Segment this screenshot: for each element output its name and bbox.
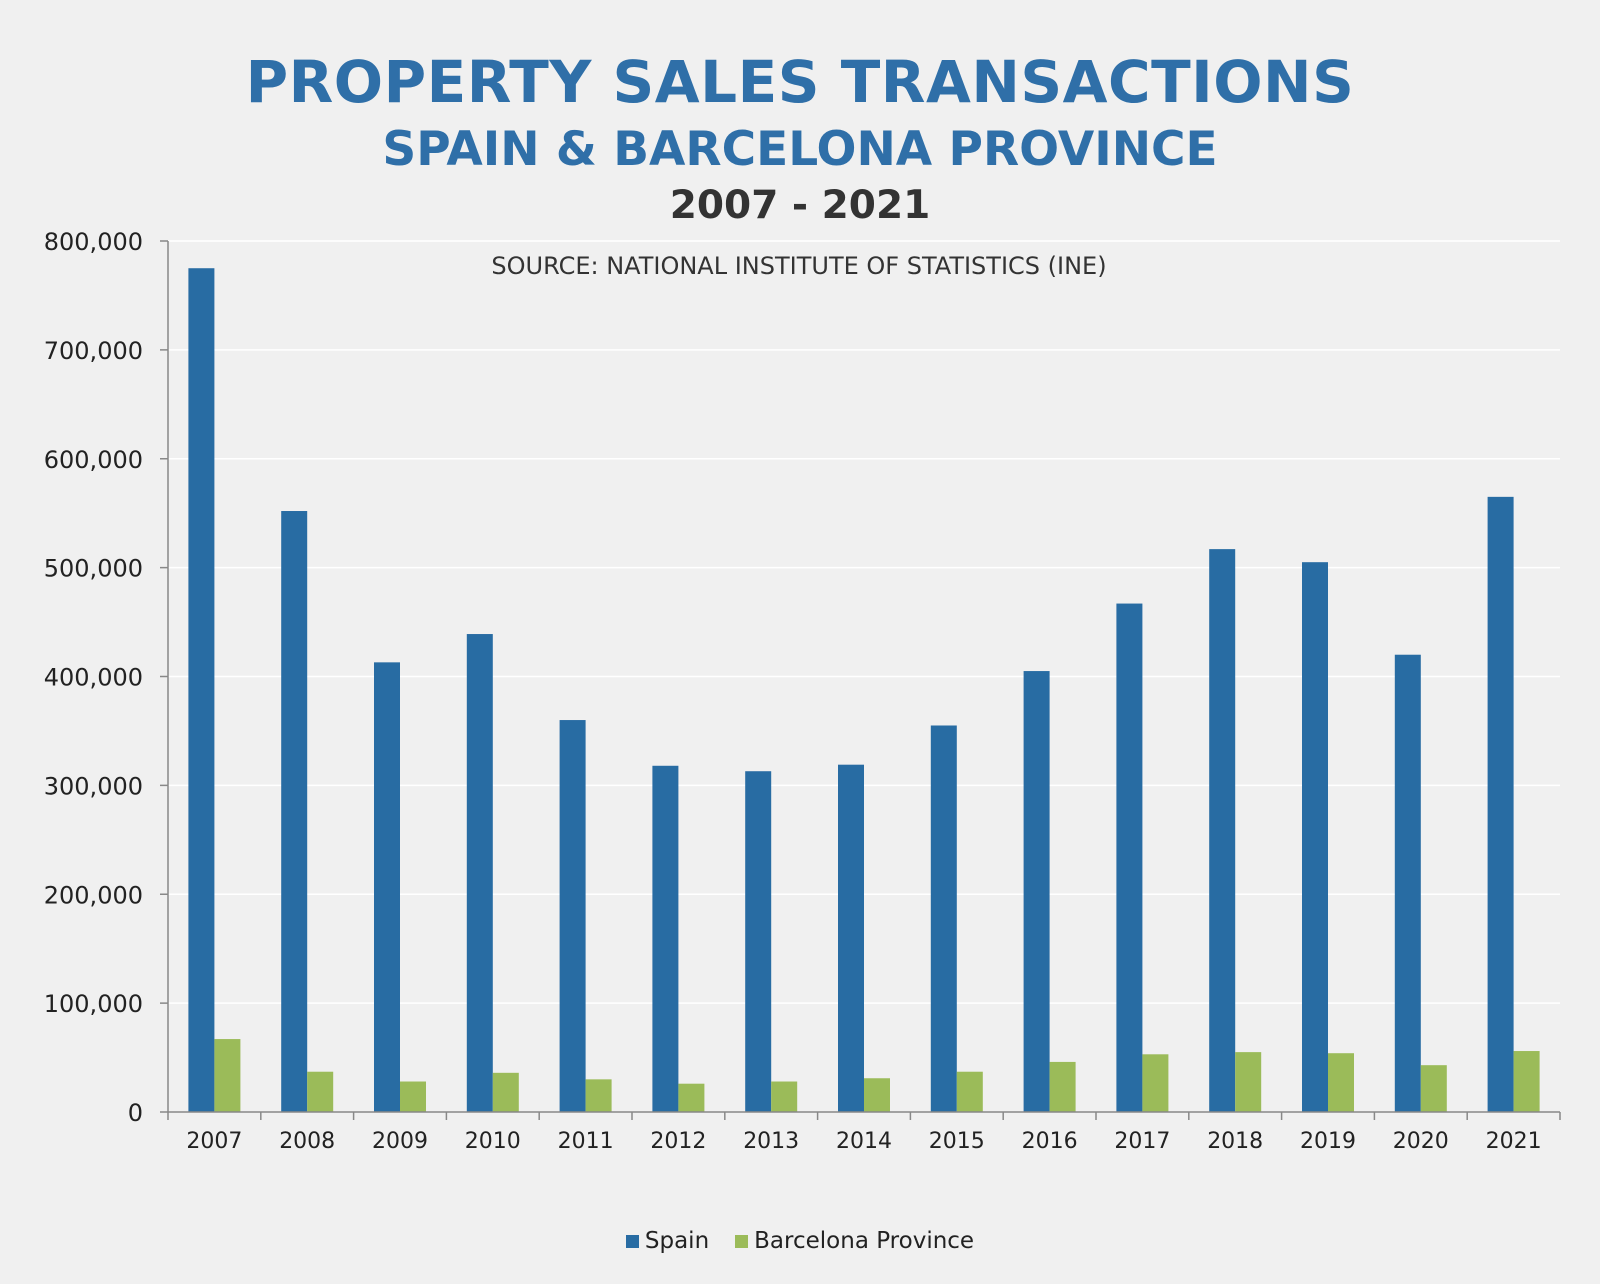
x-tick-label: 2013: [743, 1129, 799, 1154]
x-tick-label: 2019: [1300, 1129, 1356, 1154]
bar-spain: [1116, 603, 1143, 1112]
bar-barcelona: [307, 1071, 334, 1112]
y-tick-label: 700,000: [44, 337, 143, 365]
bar-barcelona: [771, 1081, 798, 1112]
bar-barcelona: [1049, 1061, 1076, 1112]
y-tick-labels: 0 100,000 200,000 300,000 400,000 500,000 600,…: [44, 228, 143, 1127]
bar-spain: [1209, 549, 1236, 1112]
bar-spain: [1302, 562, 1328, 1112]
y-tick-label: 600,000: [44, 446, 143, 474]
chart-subtitle: SPAIN & BARCELONA PROVINCE: [382, 122, 1218, 177]
bar-spain: [281, 511, 308, 1112]
bar-barcelona: [585, 1079, 612, 1112]
y-tick-label: 800,000: [44, 228, 143, 256]
chart-period: 2007 - 2021: [669, 183, 931, 228]
axes: [160, 240, 1561, 1120]
bar-spain: [838, 764, 864, 1112]
bar-barcelona: [492, 1072, 519, 1112]
bar-spain: [559, 720, 586, 1112]
bar-barcelona: [956, 1071, 983, 1112]
bar-barcelona: [1420, 1065, 1447, 1112]
bars: [188, 268, 1540, 1112]
bar-spain: [466, 634, 493, 1112]
bar-spain: [745, 771, 772, 1112]
x-tick-label: 2007: [186, 1129, 242, 1154]
legend: Spain Barcelona Province: [0, 1228, 1600, 1254]
y-tick-label: 400,000: [44, 664, 143, 692]
bar-spain: [1394, 654, 1421, 1112]
y-tick-label: 200,000: [44, 881, 143, 909]
bar-spain: [374, 662, 400, 1112]
bar-barcelona: [678, 1083, 705, 1112]
bar-spain: [188, 268, 215, 1112]
bar-barcelona: [1328, 1053, 1354, 1112]
legend-label-spain: Spain: [644, 1228, 710, 1254]
x-tick-label: 2017: [1114, 1129, 1170, 1154]
bar-spain: [652, 765, 679, 1112]
x-tick-label: 2010: [465, 1129, 521, 1154]
legend-swatch-spain: [625, 1234, 639, 1248]
x-tick-label: 2016: [1022, 1129, 1078, 1154]
x-tick-label: 2011: [558, 1129, 614, 1154]
x-tick-label: 2014: [836, 1129, 892, 1154]
bar-spain: [930, 725, 957, 1112]
x-tick-label: 2012: [650, 1129, 706, 1154]
bar-chart: SOURCE: NATIONAL INSTITUTE OF STATISTICS…: [44, 228, 1561, 1154]
x-tick-label: 2009: [372, 1129, 428, 1154]
y-tick-label: 500,000: [44, 555, 143, 583]
x-tick-label: 2021: [1486, 1129, 1542, 1154]
bar-spain: [1023, 671, 1050, 1112]
x-tick-label: 2020: [1393, 1129, 1449, 1154]
legend-label-barcelona: Barcelona Province: [754, 1228, 975, 1254]
legend-swatch-barcelona: [735, 1234, 749, 1248]
bar-spain: [1487, 496, 1514, 1112]
legend-item-barcelona: Barcelona Province: [735, 1228, 974, 1254]
bar-barcelona: [1235, 1052, 1262, 1112]
chart-title: PROPERTY SALES TRANSACTIONS: [245, 48, 1355, 116]
bar-barcelona: [214, 1039, 241, 1112]
legend-item-spain: Spain: [625, 1228, 710, 1254]
x-tick-labels: 2007 2008 2009 2010 2011 2012 2013 2014 2015 2016…: [186, 1129, 1541, 1154]
bar-barcelona: [1142, 1054, 1169, 1112]
x-tick-label: 2018: [1207, 1129, 1263, 1154]
source-annotation: SOURCE: NATIONAL INSTITUTE OF STATISTICS…: [491, 252, 1106, 280]
bar-barcelona: [1513, 1051, 1540, 1112]
x-tick-label: 2008: [279, 1129, 335, 1154]
bar-barcelona: [400, 1081, 426, 1112]
y-tick-label: 0: [128, 1099, 143, 1127]
y-tick-label: 100,000: [44, 990, 143, 1018]
y-tick-label: 300,000: [44, 772, 143, 800]
x-tick-label: 2015: [929, 1129, 985, 1154]
bar-barcelona: [864, 1078, 890, 1112]
